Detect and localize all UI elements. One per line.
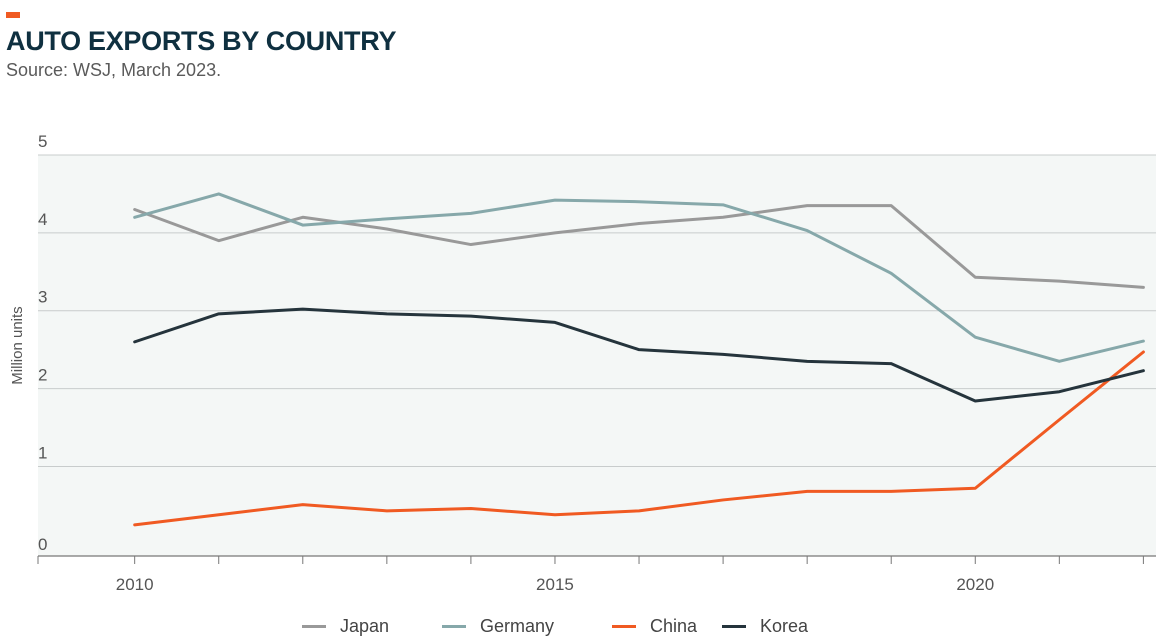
accent-bar xyxy=(6,12,20,18)
chart-source: Source: WSJ, March 2023. xyxy=(6,60,222,80)
x-tick-label: 2020 xyxy=(956,575,994,594)
legend-label: Germany xyxy=(480,616,555,636)
x-tick-label: 2010 xyxy=(116,575,154,594)
series-line-germany xyxy=(133,192,1145,363)
legend-swatch xyxy=(722,625,746,628)
legend-label: Korea xyxy=(760,616,809,636)
legend-swatch xyxy=(442,625,466,628)
gridlines xyxy=(38,154,1156,467)
y-tick-label: 4 xyxy=(38,210,47,229)
chart-title: AUTO EXPORTS BY COUNTRY xyxy=(6,26,397,56)
legend-swatch xyxy=(302,625,326,628)
y-axis-ticks: 0 1 2 3 4 5 xyxy=(38,132,47,554)
legend-item-germany[interactable]: Germany xyxy=(442,616,554,637)
series-line-japan xyxy=(133,204,1145,289)
legend: Japan Germany China Korea xyxy=(0,616,1160,640)
y-axis-title: Million units xyxy=(9,306,26,384)
legend-item-korea[interactable]: Korea xyxy=(722,616,808,637)
legend-swatch xyxy=(612,625,636,628)
y-tick-label: 3 xyxy=(38,288,47,307)
series-line-china xyxy=(133,350,1145,527)
legend-label: Japan xyxy=(340,616,390,636)
plot-background xyxy=(38,155,1156,556)
y-tick-label: 5 xyxy=(38,132,47,151)
x-tick-label: 2015 xyxy=(536,575,574,594)
y-tick-label: 0 xyxy=(38,535,47,554)
x-axis: 2010 2015 2020 xyxy=(37,555,1156,594)
line-chart: 0 1 2 3 4 5 2010 2015 2020 Million units xyxy=(9,132,1156,594)
series-line-korea xyxy=(133,307,1145,403)
legend-item-china[interactable]: China xyxy=(612,616,697,637)
series-lines xyxy=(133,192,1145,527)
legend-label: China xyxy=(650,616,698,636)
y-tick-label: 1 xyxy=(38,443,47,462)
y-tick-label: 2 xyxy=(38,366,47,385)
legend-item-japan[interactable]: Japan xyxy=(302,616,389,637)
